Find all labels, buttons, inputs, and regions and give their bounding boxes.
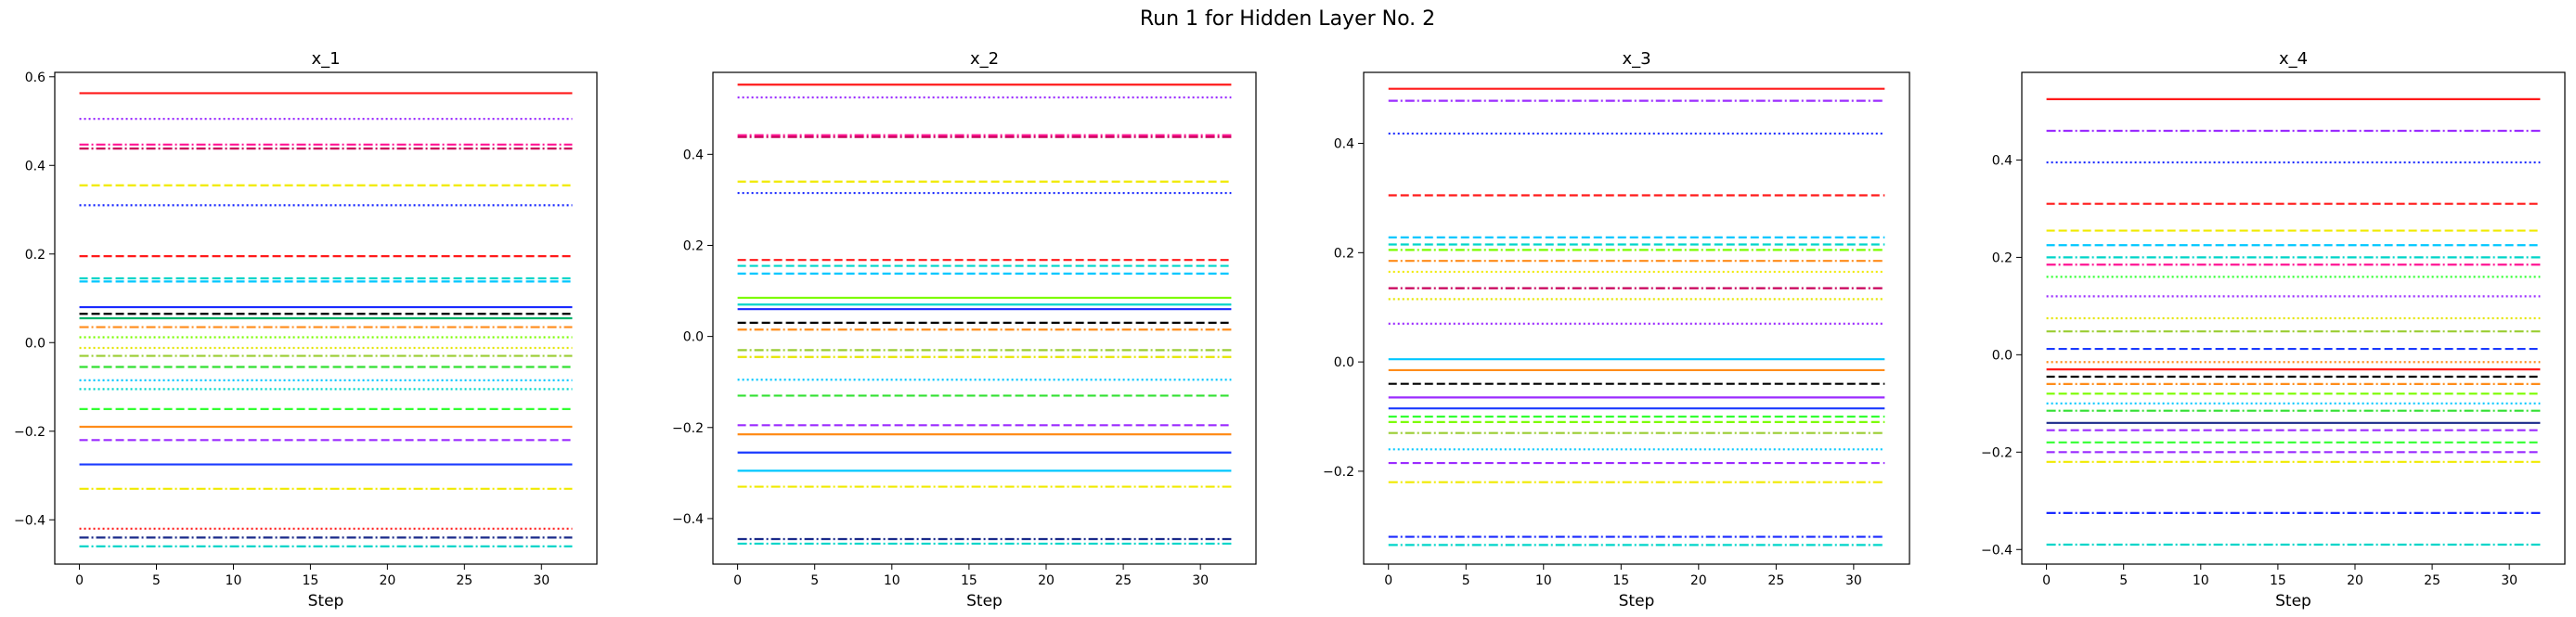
x-tick-label: 25 [1115,573,1132,588]
y-tick-label: 0.0 [1992,348,2013,363]
x-tick-label: 30 [533,573,550,588]
x-tick-label: 20 [379,573,395,588]
x-tick-label: 25 [1767,573,1784,588]
y-tick-label: −0.2 [1981,445,2013,460]
x-tick-label: 5 [152,573,161,588]
x-tick-label: 20 [1690,573,1707,588]
y-tick-label: 0.4 [1992,153,2013,168]
axes-frame [2021,71,2566,565]
x-tick-label: 15 [302,573,318,588]
x-axis-label: Step [1619,592,1655,611]
x-tick-label: 5 [1462,573,1470,588]
subplot-title: x_2 [970,49,999,69]
subplot-title: x_3 [1622,49,1650,69]
subplot-title: x_1 [311,49,340,69]
x-axis-label: Step [308,592,344,611]
series-group [79,92,573,548]
x-tick-label: 10 [1535,573,1552,588]
x-tick-label: 10 [226,573,242,588]
x-tick-label: 25 [2424,573,2440,588]
x-tick-label: 20 [1038,573,1055,588]
x-tick-label: 0 [2042,573,2051,588]
y-tick-label: 0.2 [1992,251,2013,265]
x-tick-label: 5 [2119,573,2128,588]
y-tick-label: 0.2 [683,238,704,253]
y-tick-label: 0.0 [25,336,45,351]
x-tick-label: 30 [2501,573,2518,588]
y-tick-label: 0.2 [1334,246,1354,261]
x-tick-label: 25 [456,573,472,588]
x-tick-label: 15 [2270,573,2286,588]
y-tick-label: 0.2 [25,248,45,263]
x-tick-label: 0 [75,573,84,588]
y-tick-label: 0.4 [1334,137,1354,152]
x-tick-label: 15 [961,573,977,588]
y-tick-label: −0.4 [14,513,45,528]
subplot-title: x_4 [2279,49,2308,69]
series-group [1388,87,1885,546]
subplot-4: 0 5 10 15 20 25 30 −0.4 −0.2 0.0 0.2 0.4 x_4 Step [1981,49,2566,611]
axes-frame [712,71,1257,565]
y-tick-label: 0.0 [683,330,704,345]
y-tick-label: −0.4 [1981,543,2013,558]
y-tick-label: 0.0 [1334,355,1354,370]
x-tick-label: 10 [2193,573,2209,588]
x-tick-label: 20 [2347,573,2363,588]
subplot-3: 0 5 10 15 20 25 30 −0.2 0.0 0.2 0.4 x_3 Step [1323,49,1910,611]
y-tick-label: −0.2 [672,421,704,436]
series-group [2046,97,2541,546]
axes-frame [54,71,598,565]
x-axis-label: Step [966,592,1003,611]
x-tick-label: 30 [1845,573,1862,588]
y-tick-label: −0.2 [1323,465,1354,480]
axes-frame [1363,71,1910,565]
x-tick-label: 15 [1612,573,1629,588]
x-tick-label: 0 [733,573,742,588]
subplot-2: 0 5 10 15 20 25 30 −0.4 −0.2 0.0 0.2 0.4 x_2 Step [672,49,1257,611]
subplots: 0 5 10 15 20 25 30−0.4−0.20.00.20.40.6x_1Step0… [14,49,2566,611]
x-tick-label: 10 [884,573,900,588]
y-tick-label: 0.6 [25,71,45,85]
figure-suptitle: Run 1 for Hidden Layer No. 2 [1140,7,1435,31]
x-axis-label: Step [2275,592,2311,611]
y-tick-label: 0.4 [25,159,45,174]
y-tick-label: 0.4 [683,148,704,162]
x-tick-label: 5 [810,573,819,588]
x-tick-label: 30 [1192,573,1209,588]
y-tick-label: −0.2 [14,425,45,440]
subplot-1: 0 5 10 15 20 25 30 −0.4 −0.2 0.0 0.2 0.4 0.6 x_1 Step [14,49,598,611]
series-group [737,84,1232,546]
y-tick-label: −0.4 [672,512,704,527]
x-tick-label: 0 [1384,573,1392,588]
